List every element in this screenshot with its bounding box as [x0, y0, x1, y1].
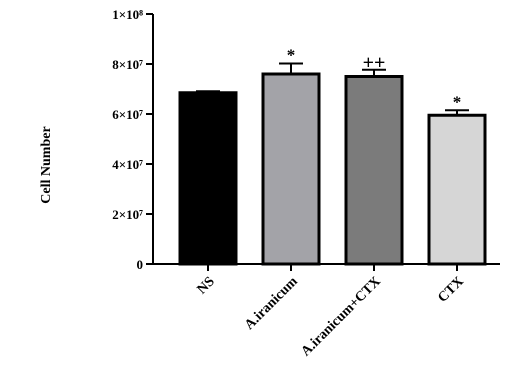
category-label: CTX [435, 274, 467, 306]
y-tick-label: 4×10⁷ [112, 157, 143, 172]
significance-mark: ++ [363, 52, 386, 74]
bar [178, 91, 238, 266]
category-label: A.iranicum [242, 274, 301, 333]
y-axis-title: Cell Number [39, 126, 54, 203]
category-label: A.iranicum+CTX [299, 274, 384, 359]
significance-mark: * [453, 92, 462, 111]
significance-mark: * [287, 46, 296, 65]
y-tick-label: 0 [137, 257, 144, 272]
category-label: NS [195, 274, 218, 297]
y-tick-label: 6×10⁷ [112, 107, 143, 122]
significance-marks: * ++ * [287, 46, 462, 112]
bar [427, 113, 487, 266]
bar [344, 75, 404, 266]
y-axis: 0 2×10⁷ 4×10⁷ 6×10⁷ 8×10⁷ 1×10⁸ [112, 7, 154, 272]
bars [178, 72, 487, 266]
y-tick-label: 8×10⁷ [112, 57, 143, 72]
error-bars [196, 62, 469, 116]
y-tick-label: 1×10⁸ [112, 7, 143, 22]
bar [261, 72, 321, 266]
y-tick-label: 2×10⁷ [112, 207, 143, 222]
